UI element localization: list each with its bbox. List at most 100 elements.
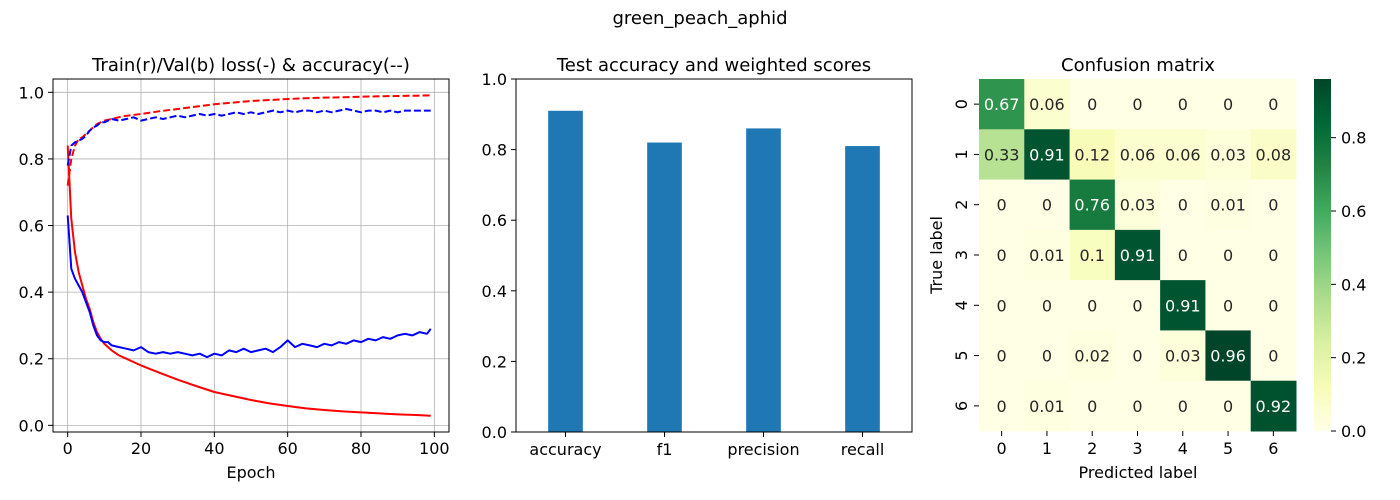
heatmap-cell	[1024, 280, 1071, 331]
panel3-title: Confusion matrix	[1061, 55, 1215, 76]
val-accuracy-line	[66, 108, 431, 166]
heatmap-cell	[1205, 179, 1252, 231]
heatmap-cell	[1069, 380, 1116, 432]
heatmap-cell-value: 0.91	[1029, 145, 1065, 164]
heatmap-cell	[1160, 380, 1206, 432]
heatmap-cell-value: 0.03	[1210, 145, 1246, 164]
heatmap-cell	[1160, 179, 1206, 231]
panel1-y-tick-label: 1.0	[19, 83, 44, 102]
panel1-x-tick-label: 0	[63, 439, 73, 458]
heatmap-cell-value: 0	[1042, 347, 1052, 366]
heatmap-cell	[1250, 79, 1297, 130]
heatmap-cell-value: 0.91	[1120, 246, 1156, 265]
heatmap-cell	[1250, 229, 1297, 281]
bar-precision	[746, 128, 781, 433]
colorbar-tick-label: 0.0	[1341, 422, 1366, 441]
panel2-y-tick-label: 0.4	[482, 282, 507, 301]
heatmap-cell-value: 0.06	[1165, 145, 1201, 164]
panel2-title: Test accuracy and weighted scores	[556, 55, 871, 76]
bar-accuracy	[548, 110, 583, 433]
heatmap-cell	[1069, 179, 1116, 231]
panel1-y-tick-label: 0.6	[19, 217, 44, 236]
panel2-y-tick-label: 0.8	[482, 141, 507, 160]
colorbar	[1314, 79, 1331, 431]
heatmap-cell	[1160, 229, 1206, 281]
panel2-y-tick-label: 0.0	[482, 423, 507, 442]
panel2-y-tick-label: 0.2	[482, 352, 507, 371]
heatmap-cell-value: 0	[997, 196, 1007, 215]
panel3-y-tick-label: 0	[952, 99, 971, 109]
heatmap-cell	[1114, 229, 1161, 281]
heatmap-cell	[1160, 280, 1206, 331]
panel3-y-tick-label: 6	[952, 401, 971, 411]
heatmap-cell	[1250, 129, 1297, 181]
heatmap-cell-value: 0.01	[1029, 246, 1065, 265]
heatmap-cell	[1114, 129, 1161, 181]
heatmap-cell	[979, 229, 1025, 281]
heatmap-cell-value: 0.01	[1029, 397, 1065, 416]
heatmap-cell	[1024, 380, 1071, 432]
heatmap-cell-value: 0	[997, 347, 1007, 366]
panel-confusion-matrix: Confusion matrix 0.67 0.06 0 0 0 0 00.33 0.91 0.…	[927, 55, 1366, 482]
heatmap-cell-value: 0.92	[1256, 397, 1292, 416]
heatmap-cell-value: 0	[1087, 397, 1097, 416]
panel3-x-tick-label: 3	[1132, 439, 1142, 458]
panel3-y-label: True label	[927, 216, 946, 295]
panel1-y-ticks: 0.0 0.2 0.4 0.6 0.8 1.0	[19, 83, 53, 435]
heatmap-cell	[1024, 129, 1071, 181]
heatmap-cell	[1250, 280, 1297, 331]
heatmap-cell	[1024, 229, 1071, 281]
panel3-y-tick-label: 5	[952, 350, 971, 360]
heatmap-cell	[1205, 79, 1252, 130]
panel3-y-tick-label: 3	[952, 250, 971, 260]
heatmap-cell-value: 0.06	[1029, 95, 1065, 114]
heatmap-cell-value: 0.08	[1256, 145, 1292, 164]
heatmap-cell-value: 0.76	[1074, 196, 1110, 215]
panel1-grid	[53, 79, 449, 432]
panel1-y-tick-label: 0.8	[19, 150, 44, 169]
val-loss-line	[66, 215, 432, 359]
heatmap-cell	[979, 330, 1025, 382]
heatmap-cell-value: 0.02	[1074, 347, 1110, 366]
colorbar-tick-label: 0.6	[1341, 202, 1366, 221]
heatmap-cell-value: 0	[1178, 397, 1188, 416]
heatmap-cell-value: 0	[1268, 196, 1278, 215]
panel1-y-tick-label: 0.4	[19, 283, 44, 302]
panel3-x-label: Predicted label	[1079, 463, 1198, 482]
heatmap-cell-value: 0	[1132, 95, 1142, 114]
panel1-x-tick-label: 40	[204, 439, 224, 458]
panel3-y-ticks: 0 1 2 3 4 5 6	[952, 99, 979, 411]
heatmap-cell	[1069, 280, 1116, 331]
panel2-bars	[548, 110, 880, 433]
heatmap-cell-value: 0	[997, 246, 1007, 265]
heatmap-cell	[1160, 79, 1206, 130]
heatmap-cell-value: 0.91	[1165, 296, 1201, 315]
panel2-x-ticks: accuracy f1 precision recall	[529, 432, 884, 459]
heatmap-cell-value: 0.03	[1120, 196, 1156, 215]
panel3-x-tick-label: 2	[1087, 439, 1097, 458]
heatmap-cell	[1114, 380, 1161, 432]
heatmap-cell-value: 0	[1132, 397, 1142, 416]
train-loss-line	[66, 145, 431, 417]
heatmap-cell-value: 0	[1042, 196, 1052, 215]
heatmap-cell	[1069, 129, 1116, 181]
heatmap-cell	[1160, 129, 1206, 181]
panel2-x-tick-label: precision	[727, 440, 799, 459]
heatmap-cell-value: 0.01	[1210, 196, 1246, 215]
bar-f1	[647, 142, 682, 433]
colorbar-tick-label: 0.4	[1341, 275, 1366, 294]
panel3-cells: 0.67 0.06 0 0 0 0 0 0.33 0.91 0.12 0.06 0.06 0.03 0.0…	[979, 79, 1297, 432]
panel2-x-tick-label: recall	[841, 440, 885, 459]
heatmap-cell-value: 0	[1087, 296, 1097, 315]
heatmap-cell-value: 0	[1223, 296, 1233, 315]
heatmap-cell-value: 0.96	[1210, 347, 1246, 366]
panel2-x-tick-label: f1	[657, 440, 673, 459]
heatmap-cell	[979, 380, 1025, 432]
heatmap-cell-value: 0.1	[1079, 246, 1104, 265]
heatmap-cell-value: 0	[997, 296, 1007, 315]
heatmap-cell-value: 0	[1223, 397, 1233, 416]
heatmap-cell	[1205, 330, 1252, 382]
heatmap-cell	[1205, 229, 1252, 281]
heatmap-cell-value: 0.33	[984, 145, 1020, 164]
